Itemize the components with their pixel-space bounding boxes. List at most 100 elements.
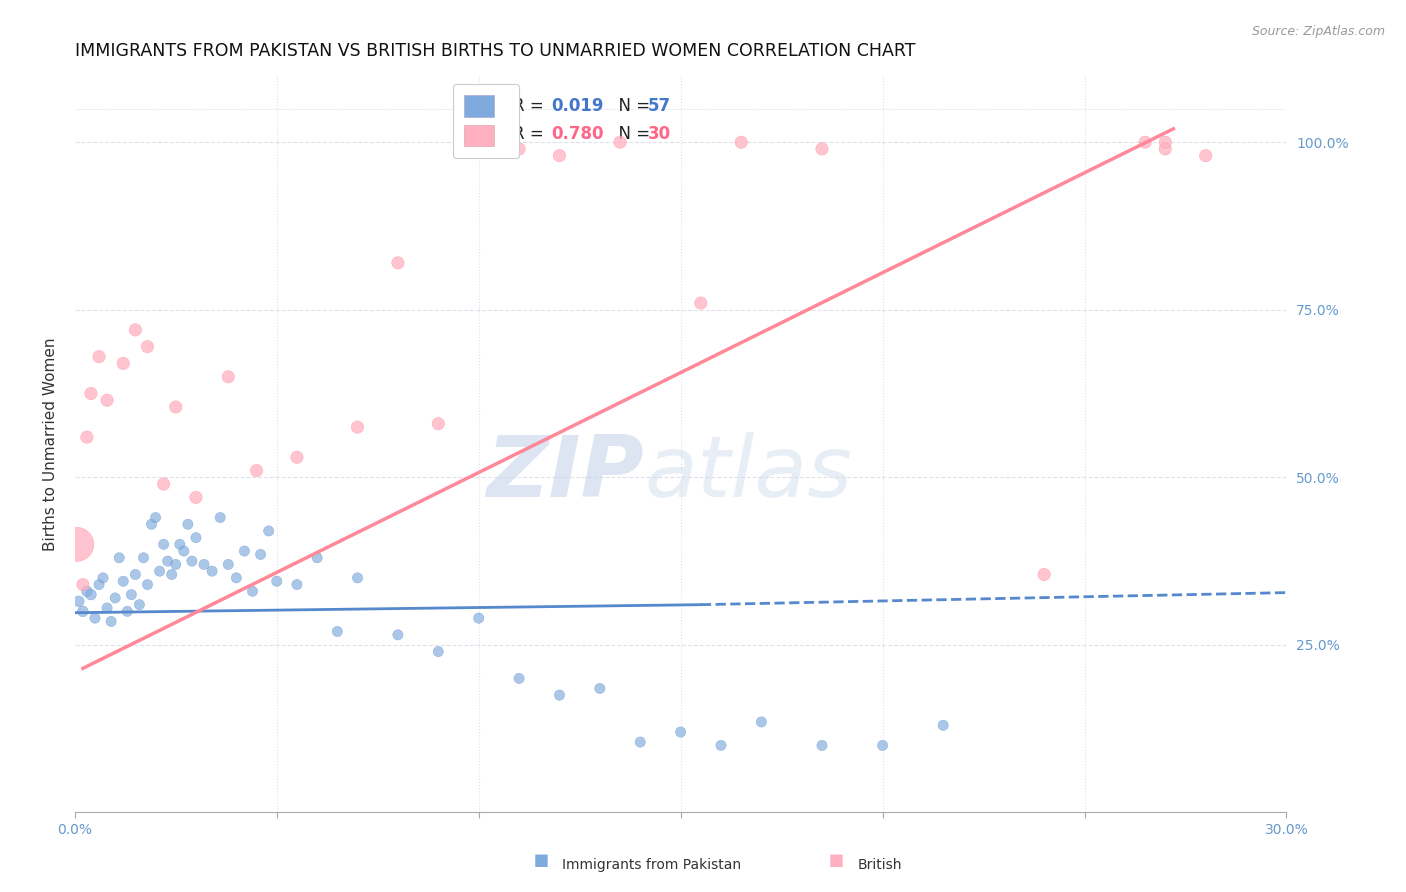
Text: N =: N = [607, 125, 655, 144]
Point [326, 624, 349, 639]
Text: R =: R = [513, 125, 550, 144]
Point [180, 554, 202, 568]
Point [751, 714, 773, 729]
Point [141, 517, 163, 532]
Point [285, 577, 308, 591]
Text: N =: N = [607, 97, 655, 115]
Point [165, 558, 187, 572]
Point [165, 400, 187, 414]
Point [76, 584, 98, 599]
Point [872, 739, 894, 753]
Point [184, 531, 207, 545]
Point [1154, 135, 1177, 149]
Point [285, 450, 308, 465]
Point [108, 550, 131, 565]
Point [548, 148, 571, 162]
Point [811, 739, 834, 753]
Point [589, 681, 612, 696]
Point [136, 340, 159, 354]
Point [169, 537, 191, 551]
Point [307, 550, 329, 565]
Point [91, 571, 114, 585]
Point [156, 554, 179, 568]
Point [132, 550, 155, 565]
Point [173, 544, 195, 558]
Point [160, 567, 183, 582]
Y-axis label: Births to Unmarried Women: Births to Unmarried Women [44, 337, 58, 550]
Point [96, 393, 118, 408]
Point [266, 574, 288, 589]
Point [152, 477, 174, 491]
Point [811, 142, 834, 156]
Point [136, 577, 159, 591]
Point [87, 577, 110, 591]
Point [508, 672, 530, 686]
Point [346, 420, 368, 434]
Text: R =: R = [513, 97, 550, 115]
Point [427, 417, 450, 431]
Point [117, 604, 139, 618]
Point [72, 604, 94, 618]
Text: ▪: ▪ [828, 848, 845, 872]
Text: atlas: atlas [644, 432, 852, 515]
Point [112, 356, 135, 370]
Point [184, 491, 207, 505]
Point [84, 611, 107, 625]
Point [104, 591, 127, 605]
Point [96, 601, 118, 615]
Legend: , : , [453, 84, 519, 158]
Point [217, 558, 239, 572]
Text: British: British [858, 858, 903, 872]
Point [128, 598, 150, 612]
Point [245, 464, 267, 478]
Point [201, 564, 224, 578]
Point [124, 567, 146, 582]
Point [76, 430, 98, 444]
Point [669, 725, 692, 739]
Point [100, 615, 122, 629]
Text: 57: 57 [648, 97, 671, 115]
Point [548, 688, 571, 702]
Point [1033, 567, 1056, 582]
Text: ▪: ▪ [533, 848, 550, 872]
Point [152, 537, 174, 551]
Point [225, 571, 247, 585]
Point [217, 369, 239, 384]
Point [80, 386, 103, 401]
Point [427, 644, 450, 658]
Point [730, 135, 752, 149]
Text: 30: 30 [648, 125, 671, 144]
Point [66, 537, 89, 551]
Text: 0.019: 0.019 [551, 97, 603, 115]
Point [467, 611, 489, 625]
Point [689, 296, 711, 310]
Point [193, 558, 215, 572]
Point [346, 571, 368, 585]
Point [387, 628, 409, 642]
Point [508, 142, 530, 156]
Point [209, 510, 232, 524]
Point [249, 548, 271, 562]
Point [257, 524, 280, 538]
Text: ZIP: ZIP [486, 432, 644, 515]
Text: 0.780: 0.780 [551, 125, 603, 144]
Point [467, 135, 489, 149]
Point [242, 584, 264, 599]
Point [149, 564, 172, 578]
Point [145, 510, 167, 524]
Point [67, 594, 90, 608]
Point [1133, 135, 1156, 149]
Point [87, 350, 110, 364]
Text: Source: ZipAtlas.com: Source: ZipAtlas.com [1251, 25, 1385, 38]
Point [72, 577, 94, 591]
Text: IMMIGRANTS FROM PAKISTAN VS BRITISH BIRTHS TO UNMARRIED WOMEN CORRELATION CHART: IMMIGRANTS FROM PAKISTAN VS BRITISH BIRT… [75, 42, 915, 60]
Point [1154, 142, 1177, 156]
Point [112, 574, 135, 589]
Point [387, 256, 409, 270]
Text: Immigrants from Pakistan: Immigrants from Pakistan [562, 858, 741, 872]
Point [120, 588, 142, 602]
Point [1195, 148, 1218, 162]
Point [932, 718, 955, 732]
Point [124, 323, 146, 337]
Point [177, 517, 200, 532]
